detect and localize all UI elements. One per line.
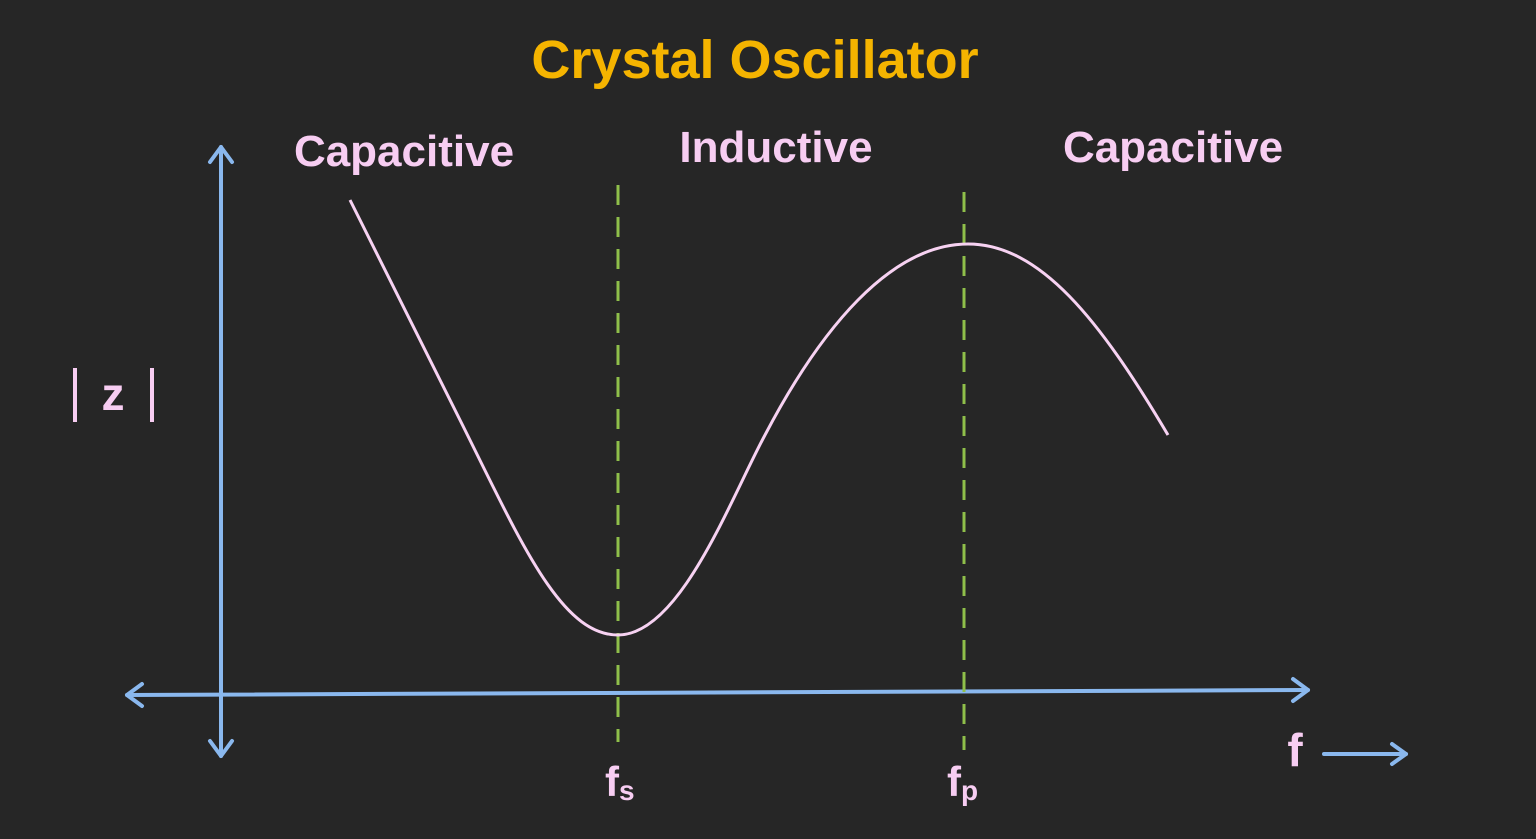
y-axis-arrow [208, 145, 234, 164]
impedance-curve [348, 199, 1170, 637]
x-axis [125, 688, 1310, 697]
y-axis-arrow [208, 739, 234, 758]
x-axis-arrow [125, 682, 144, 708]
fp-label: fp [947, 758, 978, 806]
marker-main: f [605, 758, 620, 805]
marker-subscript: p [961, 775, 978, 806]
marker-main: f [947, 758, 962, 805]
x-axis-label: f [1287, 724, 1303, 776]
x-label-arrow [1390, 742, 1408, 766]
fs-label: fs [605, 758, 635, 806]
region-label: Capacitive [1063, 123, 1283, 172]
x-axis-arrow [1291, 677, 1310, 703]
region-label: Capacitive [294, 127, 514, 176]
region-label: Inductive [679, 123, 872, 172]
marker-subscript: s [619, 775, 635, 806]
title: Crystal Oscillator [531, 30, 978, 90]
y-axis-label: z [102, 368, 125, 420]
